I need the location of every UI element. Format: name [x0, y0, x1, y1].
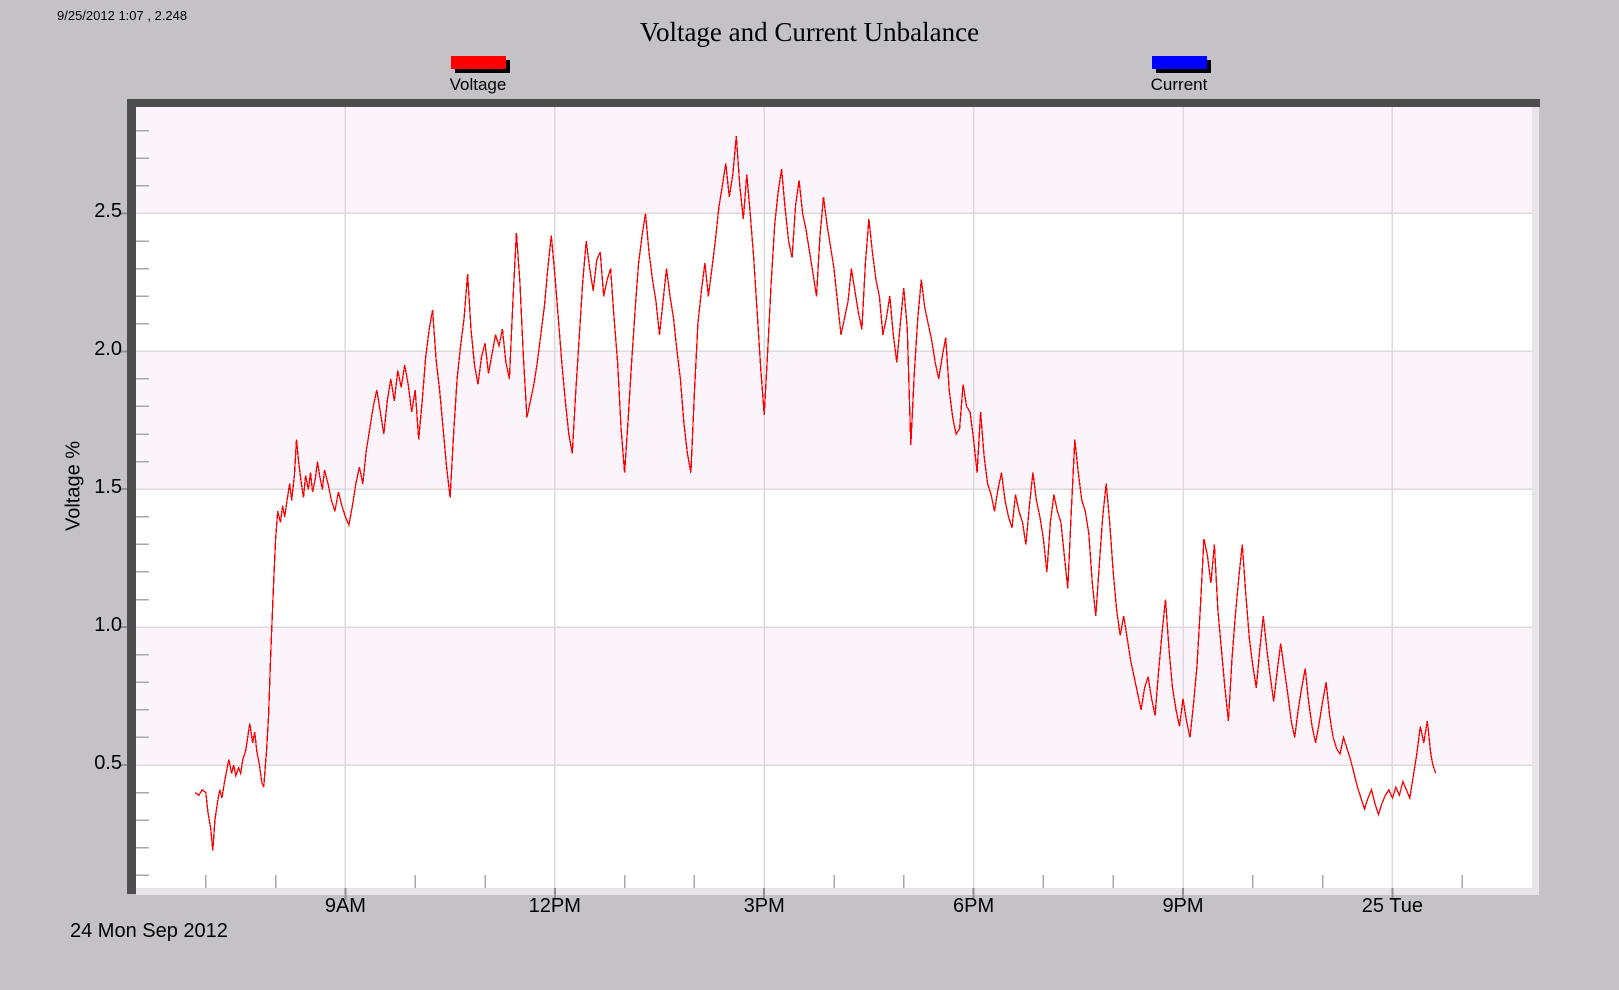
- plot-frame-right: [1532, 107, 1539, 894]
- x-tick-label: 3PM: [743, 895, 785, 917]
- y-tick-label: 1.5: [94, 476, 122, 499]
- x-tick-label: 12PM: [528, 895, 581, 917]
- plot-canvas: [119, 107, 1532, 900]
- current-swatch: [1151, 56, 1207, 69]
- plot-frame-bottom: [136, 888, 1539, 895]
- plot-frame-top: [127, 99, 1540, 107]
- x-tick-label: 6PM: [953, 895, 995, 917]
- y-tick-label: 2.0: [94, 338, 122, 361]
- legend-item-current[interactable]: Current: [1117, 56, 1241, 95]
- y-tick-label: 1.0: [94, 614, 122, 637]
- plot-band: [136, 627, 1532, 765]
- current-swatch-wrap: [1151, 56, 1211, 73]
- chart-title: Voltage and Current Unbalance: [639, 17, 980, 47]
- plot-band: [136, 351, 1532, 490]
- start-date-label: 24 Mon Sep 2012: [70, 920, 228, 942]
- voltage-swatch-wrap: [450, 56, 510, 73]
- plot-band: [136, 107, 1532, 214]
- x-tick-label: 9AM: [324, 895, 366, 917]
- x-tick-label: 25 Tue: [1361, 895, 1423, 917]
- voltage-swatch: [450, 56, 506, 69]
- current-legend-label: Current: [1150, 75, 1208, 94]
- legend-item-voltage[interactable]: Voltage: [416, 56, 540, 95]
- plot-area[interactable]: [119, 107, 1532, 900]
- y-tick-label: 0.5: [94, 752, 122, 774]
- x-tick-label: 9PM: [1162, 895, 1204, 917]
- plot-frame-left: [127, 99, 136, 894]
- voltage-series-line: [194, 136, 1437, 851]
- y-tick-label: 2.5: [94, 200, 122, 223]
- voltage-legend-label: Voltage: [449, 75, 507, 94]
- cursor-readout: 9/25/2012 1:07 , 2.248: [57, 8, 188, 23]
